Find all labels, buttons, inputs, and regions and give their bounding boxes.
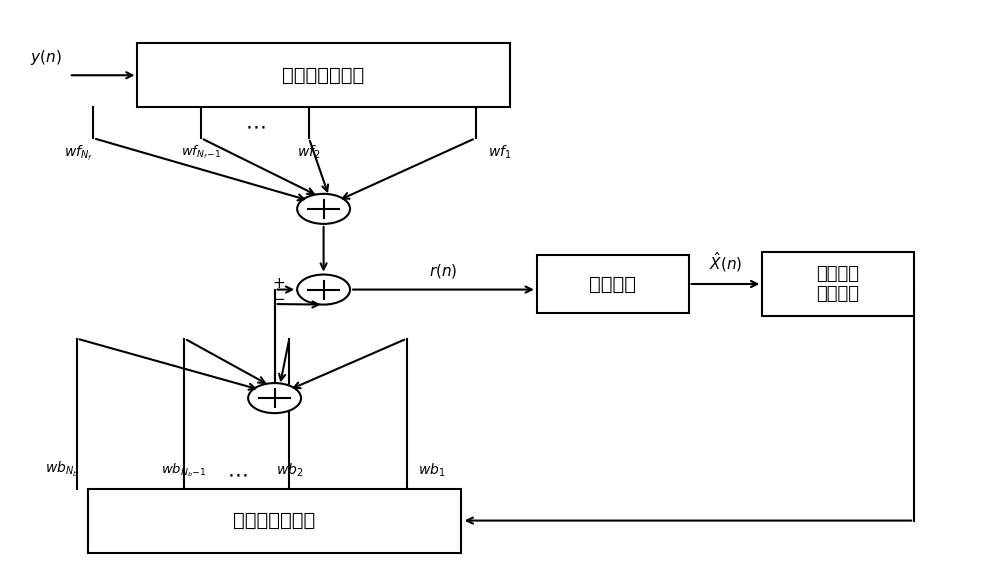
Text: 后馈延时寄存器: 后馈延时寄存器	[233, 511, 316, 530]
Circle shape	[248, 383, 301, 413]
Text: $wb_2$: $wb_2$	[276, 461, 303, 479]
Text: $wb_1$: $wb_1$	[418, 461, 445, 479]
Text: $\cdots$: $\cdots$	[245, 117, 265, 137]
Text: $r(n)$: $r(n)$	[429, 261, 458, 279]
Text: 前馈延时寄存器: 前馈延时寄存器	[282, 66, 365, 85]
Text: $-$: $-$	[272, 290, 285, 304]
Text: $\hat{X}(n)$: $\hat{X}(n)$	[709, 250, 742, 274]
Text: $wf_{N_f}$: $wf_{N_f}$	[64, 144, 93, 162]
Text: $wf_{N_f\!-\!1}$: $wf_{N_f\!-\!1}$	[181, 144, 221, 161]
Text: 数据判决: 数据判决	[589, 274, 636, 294]
Text: $\cdots$: $\cdots$	[227, 465, 247, 485]
Circle shape	[297, 274, 350, 304]
Text: $wf_2$: $wf_2$	[297, 144, 321, 161]
FancyBboxPatch shape	[88, 488, 461, 553]
Text: $y(n)$: $y(n)$	[30, 48, 61, 67]
FancyBboxPatch shape	[762, 252, 914, 316]
Text: $wb_{N_b\!-\!1}$: $wb_{N_b\!-\!1}$	[161, 461, 207, 479]
Text: +: +	[273, 276, 285, 291]
Text: $wf_1$: $wf_1$	[488, 144, 512, 161]
Circle shape	[297, 194, 350, 224]
Text: 均衡系数
更新模块: 均衡系数 更新模块	[817, 265, 860, 303]
FancyBboxPatch shape	[137, 43, 510, 107]
FancyBboxPatch shape	[537, 255, 689, 313]
Text: $wb_{N_b}$: $wb_{N_b}$	[45, 460, 79, 479]
